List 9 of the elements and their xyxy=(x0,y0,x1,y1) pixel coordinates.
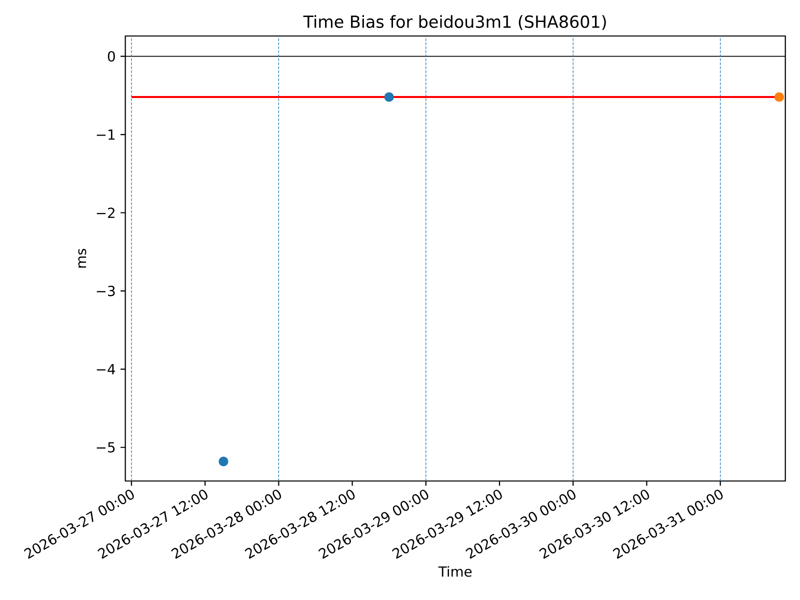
y-tick-label: 0 xyxy=(108,51,115,62)
x-axis-title: Time xyxy=(438,566,472,577)
y-tick-label: −2 xyxy=(96,208,114,218)
y-tick-label: −4 xyxy=(96,364,116,374)
chart-title: Time Bias for beidou3m1 (SHA8601) xyxy=(303,15,606,30)
y-tick-label: −5 xyxy=(96,442,115,453)
y-axis-title: ms xyxy=(78,248,86,268)
y-tick-label: −3 xyxy=(96,286,115,296)
y-tick-label: −1 xyxy=(96,129,115,140)
